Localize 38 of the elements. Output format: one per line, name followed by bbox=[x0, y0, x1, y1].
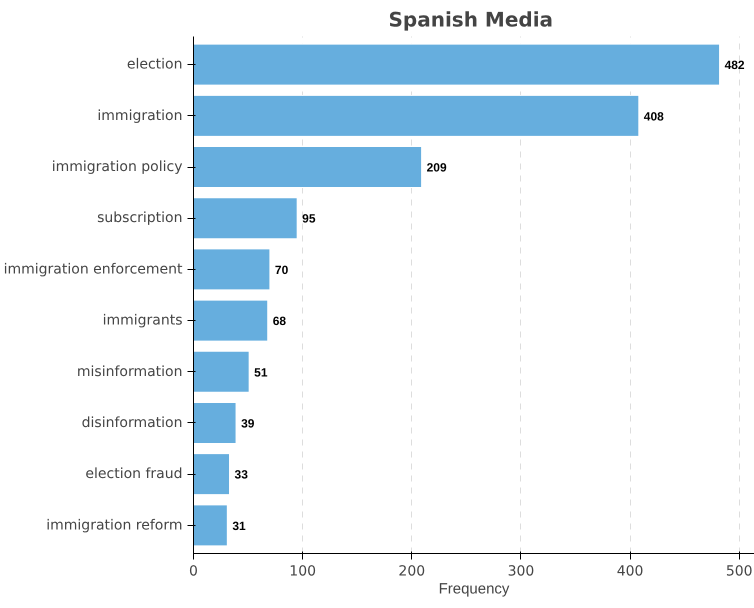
x-tick-label: 0 bbox=[189, 564, 198, 580]
y-tick-label: election fraud bbox=[85, 466, 183, 482]
bar bbox=[194, 44, 720, 86]
y-tick-label: immigration reform bbox=[46, 517, 183, 534]
data-label: 68 bbox=[272, 314, 286, 328]
x-tick-label: 300 bbox=[508, 564, 534, 580]
y-tick-label: misinformation bbox=[76, 364, 183, 380]
data-label: 95 bbox=[302, 212, 316, 226]
x-tick-label: 500 bbox=[726, 564, 753, 580]
x-tick-label: 400 bbox=[616, 564, 644, 580]
data-label: 209 bbox=[426, 160, 447, 175]
bar bbox=[194, 504, 228, 546]
y-tick-label: immigration enforcement bbox=[4, 261, 184, 278]
bar bbox=[194, 248, 270, 290]
x-tick-label: 200 bbox=[398, 564, 426, 580]
y-tick-label: disinformation bbox=[82, 414, 183, 431]
bar bbox=[194, 300, 268, 342]
y-tick-label: immigrants bbox=[102, 312, 183, 329]
bar bbox=[194, 402, 237, 444]
data-label: 51 bbox=[254, 365, 268, 380]
data-label: 31 bbox=[232, 518, 246, 533]
x-tick-label: 100 bbox=[289, 564, 316, 580]
data-label: 33 bbox=[234, 468, 248, 482]
x-axis-title: Frequency bbox=[438, 580, 510, 598]
bar bbox=[194, 350, 250, 393]
bar bbox=[194, 453, 230, 496]
y-tick-label: election bbox=[126, 56, 183, 73]
bar bbox=[194, 146, 422, 188]
data-label: 408 bbox=[644, 109, 664, 124]
y-tick-label: immigration policy bbox=[52, 159, 183, 176]
y-tick-label: immigration bbox=[97, 108, 182, 124]
y-tick-label: subscription bbox=[97, 210, 183, 226]
data-label: 39 bbox=[241, 416, 255, 430]
data-label: 482 bbox=[724, 58, 745, 72]
bar bbox=[194, 94, 640, 137]
bar bbox=[194, 197, 298, 240]
data-label: 70 bbox=[274, 262, 289, 277]
chart-title: Spanish Media bbox=[388, 8, 554, 32]
